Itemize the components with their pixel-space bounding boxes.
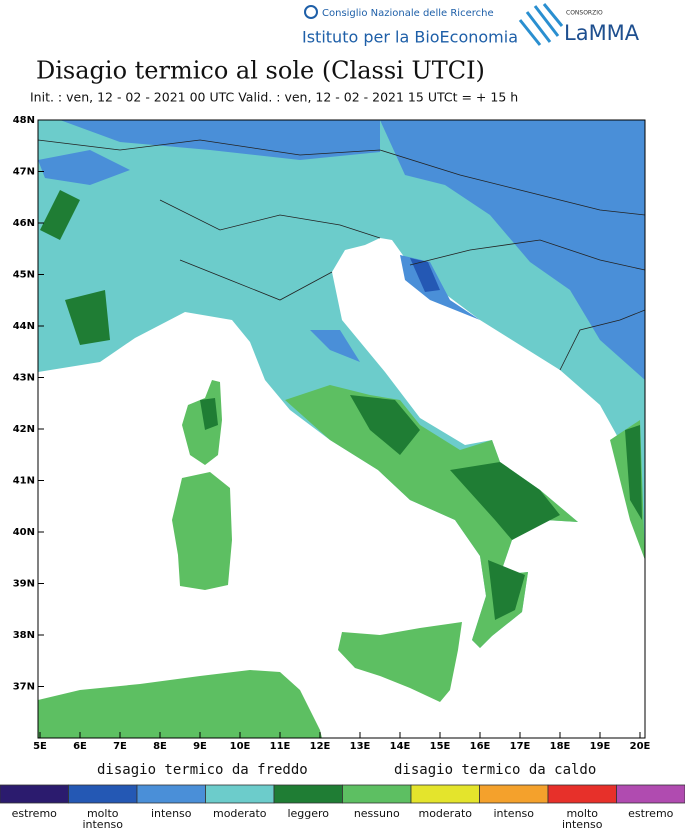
- map: [37, 119, 646, 739]
- lat-label: 41N: [13, 476, 35, 487]
- africa: [38, 670, 322, 738]
- legend-swatch: [547, 784, 617, 804]
- lon-label: 9E: [193, 741, 207, 752]
- lon-label: 12E: [310, 741, 331, 752]
- lon-label: 17E: [510, 741, 531, 752]
- lon-label: 7E: [113, 741, 127, 752]
- lon-label: 8E: [153, 741, 167, 752]
- title: Disagio termico al sole (Classi UTCI): [36, 57, 485, 85]
- legend-label: molto intenso: [561, 807, 603, 831]
- legend-label: estremo: [11, 807, 57, 820]
- subtitle: Init. : ven, 12 - 02 - 2021 00 UTC Valid…: [30, 90, 518, 105]
- consortium: CONSORZIO: [566, 10, 603, 17]
- borders: [37, 139, 646, 371]
- brand: LaMMA: [564, 21, 640, 45]
- institution: Consiglio Nazionale delle Ricerche: [322, 8, 494, 19]
- legend-swatch: [68, 784, 138, 804]
- cnr-logo: [304, 5, 318, 19]
- legend-swatch: [0, 784, 69, 804]
- lon-label: 6E: [73, 741, 87, 752]
- sicily: [338, 622, 462, 702]
- lon-label: 13E: [350, 741, 371, 752]
- lat-label: 37N: [13, 682, 35, 693]
- legend-swatch: [273, 784, 343, 804]
- lon-label: 15E: [430, 741, 451, 752]
- cold-very-intense: [410, 258, 440, 292]
- lon-label: 16E: [470, 741, 491, 752]
- lon-label: 18E: [550, 741, 571, 752]
- lat-label: 42N: [13, 424, 35, 435]
- legend-swatch: [342, 784, 412, 804]
- legend-label: molto intenso: [82, 807, 124, 831]
- legend-swatch: [616, 784, 685, 804]
- lat-label: 38N: [13, 630, 35, 641]
- lat-label: 45N: [13, 270, 35, 281]
- lamma-logo: [518, 3, 564, 46]
- lon-label: 19E: [590, 741, 611, 752]
- lon-label: 5E: [33, 741, 47, 752]
- legend-swatch: [205, 784, 275, 804]
- legend-swatch: [410, 784, 480, 804]
- lat-label: 44N: [13, 321, 35, 332]
- legend-swatch: [479, 784, 549, 804]
- institute: Istituto per la BioEconomia: [302, 28, 518, 47]
- lat-label: 39N: [13, 579, 35, 590]
- legend-label: moderato: [418, 807, 472, 820]
- lat-label: 40N: [13, 527, 35, 538]
- legend-label: estremo: [628, 807, 674, 820]
- lon-label: 11E: [270, 741, 291, 752]
- legend-label: moderato: [212, 807, 267, 820]
- lat-label: 48N: [13, 115, 35, 126]
- lon-label: 14E: [390, 741, 411, 752]
- hot-label: disagio termico da caldo: [394, 762, 596, 778]
- lon-label: 10E: [230, 741, 251, 752]
- sardinia: [172, 472, 232, 590]
- lat-label: 43N: [13, 373, 35, 384]
- legend-swatch: [136, 784, 206, 804]
- south-light: [40, 190, 642, 620]
- legend-label: nessuno: [353, 807, 400, 820]
- legend-label: intenso: [150, 807, 192, 820]
- cold-label: disagio termico da freddo: [97, 762, 308, 778]
- cold-intense: [38, 120, 645, 380]
- south-none: [285, 385, 645, 648]
- legend-label: leggero: [287, 807, 330, 820]
- lat-label: 46N: [13, 218, 35, 229]
- lat-label: 47N: [13, 167, 35, 178]
- corsica-light: [200, 398, 218, 430]
- lon-label: 20E: [630, 741, 651, 752]
- legend-label: intenso: [493, 807, 535, 820]
